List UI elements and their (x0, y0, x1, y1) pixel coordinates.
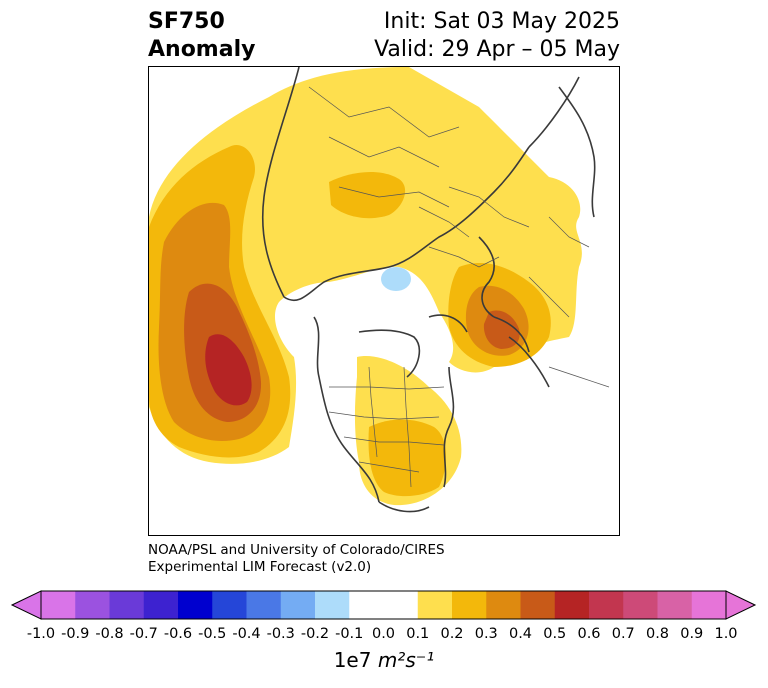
colorbar-segment (349, 591, 384, 619)
unit-expression: m²s⁻¹ (377, 648, 435, 672)
colorbar (10, 590, 757, 620)
borders (308, 86, 610, 488)
colorbar-segment (212, 591, 247, 619)
colorbar-segment (452, 591, 487, 619)
colorbar-segment (417, 591, 453, 619)
colorbar-segment (280, 591, 316, 619)
colorbar-tick-label: 0.1 (406, 626, 430, 642)
colorbar-tick-label: 0.8 (645, 626, 670, 642)
contour-0.2-siberia (329, 171, 406, 219)
contour-neg-0.1 (381, 267, 411, 291)
polar-map (149, 67, 610, 513)
unit-prefix: 1e7 (333, 648, 372, 672)
colorbar-tick-label: 0.4 (508, 626, 533, 642)
contour-0.4-europe (483, 310, 520, 349)
chart-title: SF750 Anomaly (148, 8, 255, 64)
colorbar-segment (246, 591, 282, 619)
colorbar-tick-label: 1.0 (714, 626, 738, 642)
colorbar-tick-label: -0.7 (129, 626, 158, 642)
credit-line-1: NOAA/PSL and University of Colorado/CIRE… (148, 542, 445, 558)
colorbar-tick-label: -0.3 (266, 626, 295, 642)
colorbar-tick-label: -0.2 (300, 626, 330, 642)
credit-text: NOAA/PSL and University of Colorado/CIRE… (148, 542, 445, 576)
valid-range: Valid: 29 Apr – 05 May (374, 37, 620, 62)
colorbar-segment (554, 591, 590, 619)
anomaly-label: Anomaly (148, 37, 256, 62)
colorbar-segment (383, 591, 419, 619)
colorbar-tick-label: -0.6 (163, 626, 193, 642)
variable-name: SF750 (148, 9, 225, 34)
colorbar-tick-label: -0.1 (335, 626, 364, 642)
colorbar-extend-max (725, 590, 757, 620)
colorbar-segment (178, 591, 213, 619)
colorbar-tick-label: -0.4 (232, 626, 261, 642)
colorbar-extend-min (10, 590, 42, 620)
colorbar-segment (589, 591, 624, 619)
colorbar-tick-label: -0.5 (198, 626, 227, 642)
colorbar-unit-label: 1e7 m²s⁻¹ (0, 648, 768, 672)
colorbar-tick-label: -0.8 (95, 626, 124, 642)
colorbar-tick-labels: -1.0 -0.9 -0.8 -0.7 -0.6 -0.5 -0.4 -0.3 -0.2 -0.1… (0, 626, 768, 646)
date-info: Init: Sat 03 May 2025 Valid: 29 Apr – 05… (374, 8, 620, 64)
colorbar-segments (41, 591, 727, 619)
coastlines (261, 67, 596, 513)
colorbar-segment (143, 591, 179, 619)
colorbar-segment (41, 591, 76, 619)
colorbar-segment (520, 591, 556, 619)
colorbar-segment (315, 591, 350, 619)
colorbar-tick-label: 0.0 (371, 626, 396, 642)
map-panel (148, 66, 620, 536)
colorbar-segment (75, 591, 110, 619)
colorbar-segment (657, 591, 693, 619)
colorbar-outline (40, 590, 727, 620)
colorbar-tick-label: -0.9 (61, 626, 90, 642)
colorbar-tick-label: 0.2 (440, 626, 464, 642)
contour-0.5-pacific (205, 334, 252, 406)
init-date: Init: Sat 03 May 2025 (383, 9, 620, 34)
colorbar-segment (109, 591, 145, 619)
colorbar-tick-label: -1.0 (26, 626, 56, 642)
colorbar-segment (486, 591, 521, 619)
colorbar-tick-label: 0.5 (543, 626, 567, 642)
credit-line-2: Experimental LIM Forecast (v2.0) (148, 559, 372, 575)
colorbar-tick-label: 0.6 (577, 626, 601, 642)
anomaly-fill (149, 67, 582, 506)
contour-0.2-namerica (368, 419, 446, 497)
colorbar-tick-label: 0.3 (474, 626, 498, 642)
colorbar-tick-label: 0.7 (611, 626, 635, 642)
colorbar-segment (691, 591, 727, 619)
colorbar-segment (623, 591, 658, 619)
colorbar-tick-label: 0.9 (680, 626, 704, 642)
